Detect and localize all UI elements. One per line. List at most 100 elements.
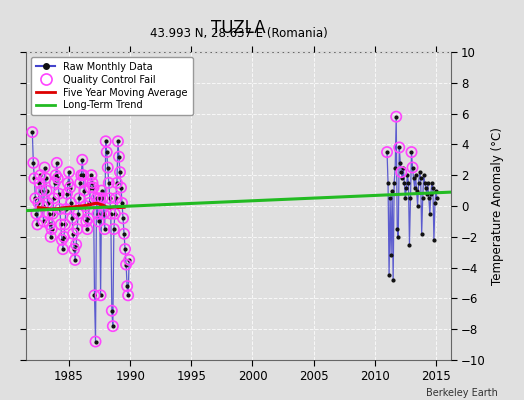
Point	[29, 160, 38, 166]
Point	[122, 261, 130, 268]
Point	[93, 210, 102, 217]
Text: 43.993 N, 28.637 E (Romania): 43.993 N, 28.637 E (Romania)	[149, 27, 328, 40]
Point	[118, 200, 126, 206]
Point	[40, 164, 49, 171]
Point	[119, 215, 127, 222]
Point	[80, 187, 89, 194]
Point	[99, 195, 107, 202]
Text: Berkeley Earth: Berkeley Earth	[426, 388, 498, 398]
Point	[64, 180, 72, 186]
Point	[31, 195, 40, 202]
Point	[56, 206, 64, 212]
Point	[91, 338, 100, 345]
Point	[106, 195, 114, 202]
Point	[45, 210, 53, 217]
Point	[115, 154, 123, 160]
Point	[42, 187, 51, 194]
Point	[84, 215, 93, 222]
Point	[59, 246, 67, 252]
Point	[79, 172, 88, 178]
Point	[58, 237, 66, 243]
Point	[49, 210, 57, 217]
Point	[117, 184, 125, 191]
Point	[62, 206, 70, 212]
Point	[94, 218, 103, 225]
Point	[112, 195, 120, 202]
Point	[395, 144, 403, 151]
Point	[101, 226, 109, 232]
Point	[73, 226, 81, 232]
Point	[52, 160, 61, 166]
Point	[47, 234, 55, 240]
Point	[61, 221, 69, 228]
Point	[28, 129, 37, 135]
Point	[30, 175, 39, 182]
Point	[397, 169, 406, 175]
Point	[103, 149, 111, 155]
Point	[36, 172, 45, 178]
Point	[35, 180, 43, 186]
Point	[69, 230, 77, 237]
Point	[32, 210, 40, 217]
Point	[81, 203, 90, 209]
Point	[74, 210, 82, 217]
Point	[92, 195, 101, 202]
Point	[75, 195, 83, 202]
Point	[90, 292, 99, 298]
Point	[33, 221, 41, 228]
Point	[82, 218, 91, 225]
Point	[96, 292, 105, 298]
Point	[50, 180, 59, 186]
Point	[104, 164, 112, 171]
Point	[121, 246, 129, 252]
Point	[85, 200, 94, 206]
Point	[107, 308, 116, 314]
Point	[114, 138, 122, 144]
Point	[105, 180, 113, 186]
Point	[53, 175, 62, 182]
Point	[120, 230, 128, 237]
Point	[60, 234, 68, 240]
Point	[86, 184, 95, 191]
Point	[97, 187, 106, 194]
Point	[54, 190, 63, 197]
Point	[50, 195, 58, 202]
Point	[57, 221, 65, 228]
Point	[392, 114, 400, 120]
Point	[46, 221, 54, 228]
Legend: Raw Monthly Data, Quality Control Fail, Five Year Moving Average, Long-Term Tren: Raw Monthly Data, Quality Control Fail, …	[31, 57, 192, 115]
Point	[383, 149, 391, 155]
Point	[108, 323, 117, 329]
Point	[34, 200, 42, 206]
Point	[70, 246, 78, 252]
Point	[78, 156, 86, 163]
Point	[68, 215, 77, 222]
Point	[124, 292, 133, 298]
Point	[116, 169, 124, 175]
Point	[100, 210, 108, 217]
Point	[38, 203, 47, 209]
Point	[408, 164, 417, 171]
Point	[110, 226, 118, 232]
Point	[88, 180, 96, 186]
Point	[83, 226, 92, 232]
Title: TUZLA: TUZLA	[211, 18, 266, 36]
Point	[63, 190, 71, 197]
Point	[37, 187, 46, 194]
Point	[39, 218, 48, 225]
Point	[111, 210, 119, 217]
Point	[102, 138, 110, 144]
Point	[48, 226, 56, 232]
Point	[407, 149, 416, 155]
Point	[41, 175, 50, 182]
Point	[76, 180, 84, 186]
Point	[72, 241, 80, 248]
Point	[65, 169, 73, 175]
Point	[89, 184, 97, 191]
Y-axis label: Temperature Anomaly (°C): Temperature Anomaly (°C)	[492, 127, 505, 285]
Point	[125, 257, 133, 263]
Point	[95, 195, 104, 202]
Point	[71, 257, 79, 263]
Point	[106, 210, 115, 217]
Point	[77, 172, 85, 178]
